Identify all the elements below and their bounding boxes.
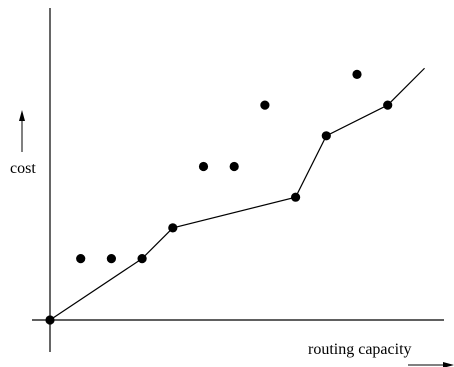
data-point	[291, 192, 301, 202]
data-point	[76, 254, 86, 264]
data-point	[352, 69, 362, 79]
y-label-arrow-head	[19, 110, 25, 121]
data-point	[168, 223, 178, 233]
y-axis-label: cost	[10, 160, 36, 177]
y-axis-label-group: cost	[10, 110, 36, 177]
data-point	[229, 161, 239, 172]
data-point	[106, 254, 116, 264]
axes-group	[32, 8, 444, 352]
x-axis-label: routing capacity	[308, 341, 412, 358]
x-axis-label-group: routing capacity	[308, 341, 454, 367]
series-line	[49, 67, 425, 321]
data-point	[383, 100, 393, 110]
data-point	[321, 131, 331, 141]
series-line-layer	[49, 67, 425, 321]
data-point	[260, 100, 270, 110]
data-point	[198, 161, 209, 172]
series-point-layer	[45, 69, 393, 325]
data-point	[137, 254, 147, 264]
x-label-arrow-head	[443, 362, 454, 367]
data-point	[45, 315, 55, 325]
